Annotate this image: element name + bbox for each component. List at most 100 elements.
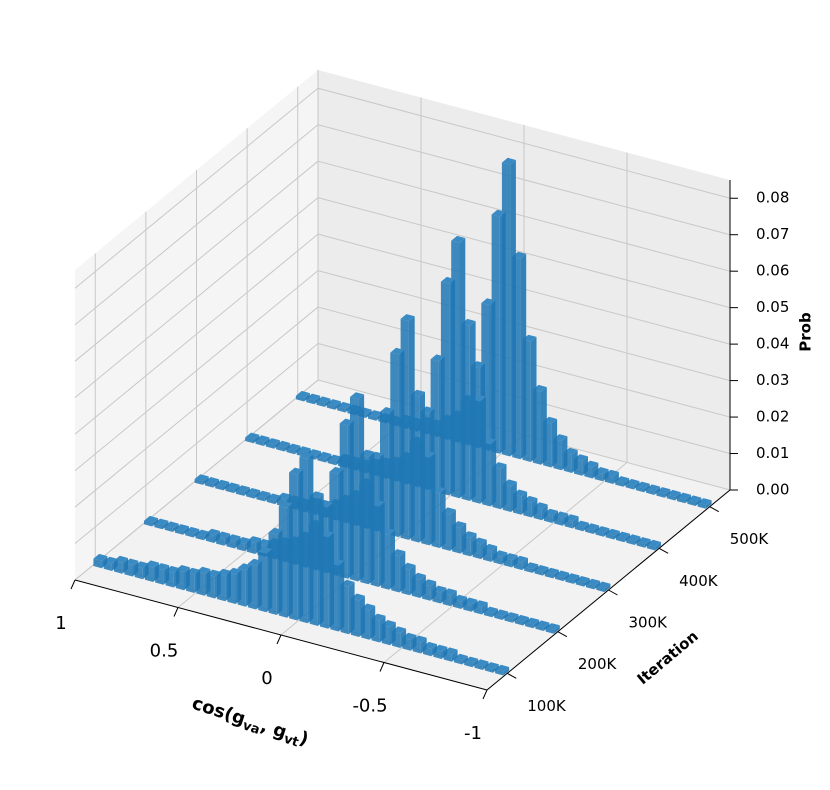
axis-line xyxy=(486,489,731,691)
bar-top xyxy=(255,435,270,443)
bar-side xyxy=(438,356,445,493)
bar-side xyxy=(614,531,620,540)
bar-side xyxy=(263,437,270,446)
bar-side xyxy=(388,409,395,535)
bar xyxy=(464,661,473,668)
bar xyxy=(494,614,503,620)
bar-top xyxy=(306,393,321,401)
bar-top xyxy=(585,523,600,531)
bar xyxy=(483,611,493,618)
grid-line xyxy=(317,124,731,236)
bar-side xyxy=(562,513,569,526)
bar-side xyxy=(489,300,496,451)
bar-side xyxy=(462,656,468,665)
bar-side xyxy=(471,599,478,612)
bar xyxy=(215,484,224,491)
bar xyxy=(697,502,706,509)
bar-side xyxy=(502,611,509,620)
bar-side xyxy=(317,493,324,626)
bar-side xyxy=(410,635,417,651)
bar-side xyxy=(530,336,537,462)
bar-top xyxy=(677,492,691,500)
z-tick-label: 0.03 xyxy=(756,371,789,389)
z-tick-label: 0.05 xyxy=(756,298,789,316)
x-tick xyxy=(70,579,76,590)
bar-side xyxy=(111,558,118,571)
bar-side xyxy=(441,646,448,659)
bar-side xyxy=(379,615,386,643)
bar-top xyxy=(93,553,108,561)
bar-side xyxy=(461,596,468,609)
bar-side xyxy=(604,583,611,593)
bar-top xyxy=(484,662,499,670)
bar-side xyxy=(603,528,610,537)
bar-side xyxy=(172,523,179,532)
bar-side xyxy=(450,509,456,551)
grid-line xyxy=(74,87,319,289)
bar-top xyxy=(390,347,405,355)
bar-top xyxy=(296,446,311,454)
bar-side xyxy=(552,510,558,523)
bar-side xyxy=(338,561,345,632)
bar-side xyxy=(541,387,547,465)
bar-side xyxy=(276,529,283,615)
bar xyxy=(368,414,377,421)
bar-side xyxy=(439,488,446,549)
bar-side xyxy=(469,321,476,501)
bar-side xyxy=(234,536,241,549)
z-tick-label: 0.06 xyxy=(756,262,789,280)
bar-top xyxy=(574,520,589,528)
bar-side xyxy=(449,279,455,496)
bar xyxy=(93,558,102,569)
bar xyxy=(575,580,584,587)
bar-top xyxy=(514,614,529,622)
x-label-sub: vt xyxy=(282,731,301,750)
bar xyxy=(164,526,173,532)
bar xyxy=(615,480,624,487)
bar xyxy=(586,583,595,590)
bar-side xyxy=(644,483,650,493)
z-tick-label: 0.02 xyxy=(756,408,789,426)
bar-top xyxy=(295,390,310,398)
bar-top xyxy=(194,474,209,482)
grid-line xyxy=(317,87,731,199)
bar-side xyxy=(522,558,528,571)
bar-side xyxy=(204,569,211,596)
bar-side xyxy=(450,590,457,607)
bar-side xyxy=(214,571,221,599)
bar-top xyxy=(697,498,712,506)
bar-side xyxy=(358,394,365,582)
grid-line xyxy=(74,343,319,544)
bar-top xyxy=(299,452,314,460)
bar-side xyxy=(511,481,517,512)
bar xyxy=(154,523,163,530)
bar-top xyxy=(596,581,611,589)
bar-side xyxy=(695,497,702,506)
bar-side xyxy=(584,578,590,587)
bar xyxy=(544,572,554,579)
bar-side xyxy=(213,479,219,488)
bar-top xyxy=(430,354,445,362)
bar-side xyxy=(541,504,548,521)
bar-side xyxy=(623,478,630,487)
bar-side xyxy=(315,451,322,460)
bar-top xyxy=(245,432,260,440)
bar-top xyxy=(266,493,281,501)
bar-side xyxy=(335,401,341,410)
bar-side xyxy=(264,492,271,502)
bar xyxy=(195,534,204,541)
bar-top xyxy=(265,438,280,446)
bar-top xyxy=(656,487,671,495)
bar-top xyxy=(586,578,601,586)
bar-top xyxy=(278,501,293,509)
bar xyxy=(616,536,625,543)
bar-side xyxy=(655,542,661,551)
bar-side xyxy=(345,404,352,413)
bar-top xyxy=(204,477,219,484)
bar-top xyxy=(491,209,506,217)
bar-top xyxy=(350,392,365,400)
bar-top xyxy=(164,521,179,529)
bar xyxy=(677,497,686,504)
bar-side xyxy=(233,484,240,494)
bar xyxy=(174,528,184,535)
